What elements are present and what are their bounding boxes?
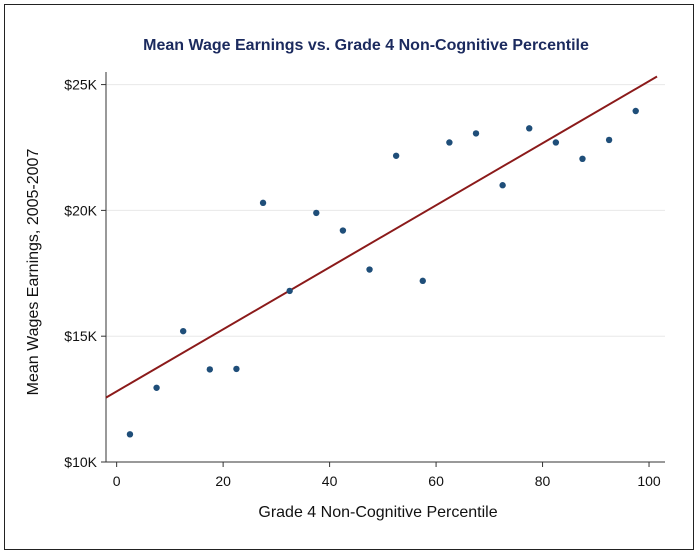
data-point <box>313 209 320 217</box>
data-point <box>499 182 506 189</box>
chart-title: Mean Wage Earnings vs. Grade 4 Non-Cogni… <box>143 37 589 54</box>
axes <box>105 72 665 463</box>
x-tick-label: 40 <box>322 473 338 489</box>
y-axis-label: Mean Wages Earnings, 2005-2007 <box>25 149 42 396</box>
x-tick-label: 20 <box>215 473 231 489</box>
data-point <box>419 277 426 285</box>
data-point <box>339 227 347 234</box>
data-point <box>579 155 586 163</box>
data-point <box>392 152 400 159</box>
fit-line <box>105 75 658 399</box>
x-tick-label: 80 <box>535 473 551 489</box>
data-point <box>179 327 187 335</box>
data-point <box>526 125 533 132</box>
data-point <box>206 366 214 373</box>
data-point <box>126 431 134 438</box>
y-tick-label: $15K <box>64 328 97 344</box>
data-point <box>605 136 613 144</box>
data-point <box>472 130 480 137</box>
y-tick-label: $20K <box>64 202 97 218</box>
x-tick-label: 0 <box>113 473 121 489</box>
y-tick-label: $25K <box>64 77 97 93</box>
x-tick-label: 60 <box>428 473 444 489</box>
data-point <box>446 139 453 146</box>
grid-lines <box>106 84 665 463</box>
x-axis-ticks: 0 20 40 60 80 100 <box>113 462 661 489</box>
y-axis-ticks: $10K $15K $20K $25K <box>64 77 106 470</box>
data-point <box>259 199 267 207</box>
chart-frame <box>4 4 694 550</box>
x-axis-label: Grade 4 Non-Cognitive Percentile <box>258 504 497 521</box>
data-point <box>366 266 373 273</box>
fit-line-group <box>105 75 658 399</box>
data-point <box>286 287 293 295</box>
data-point <box>233 365 240 373</box>
data-point <box>632 107 639 115</box>
y-tick-label: $10K <box>64 454 97 470</box>
x-tick-label: 100 <box>637 473 661 489</box>
data-points <box>126 107 639 438</box>
data-point <box>153 384 160 391</box>
data-point <box>552 139 560 146</box>
